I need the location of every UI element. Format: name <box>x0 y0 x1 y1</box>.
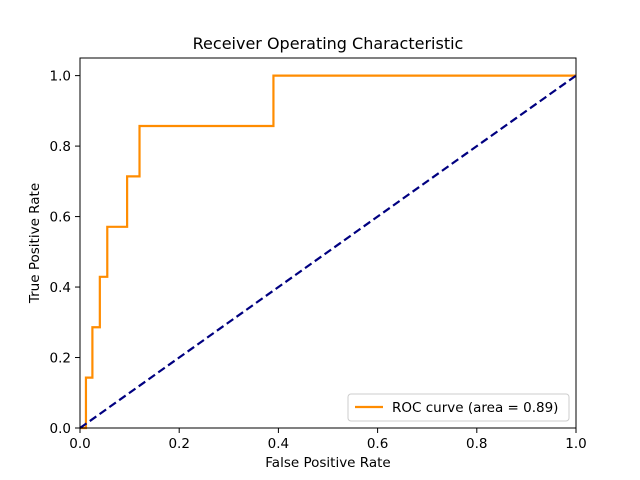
plot-background <box>80 58 576 428</box>
x-tick-label: 0.2 <box>168 436 189 452</box>
plot-frame <box>79 57 577 429</box>
x-tick-label: 0.4 <box>268 436 289 452</box>
y-tick-label: 1.0 <box>50 69 71 85</box>
plot-area <box>79 57 577 430</box>
y-axis-ticks: 0.0 0.2 0.4 0.6 0.8 1.0 <box>50 69 80 437</box>
x-tick-label: 0.8 <box>466 436 487 452</box>
x-axis-label: False Positive Rate <box>265 455 390 471</box>
x-axis-ticks: 0.0 0.2 0.4 0.6 0.8 1.0 <box>69 428 587 452</box>
x-tick-label: 1.0 <box>565 436 586 452</box>
y-tick-label: 0.8 <box>50 139 71 155</box>
y-tick-label: 0.0 <box>50 421 71 437</box>
chart-title: Receiver Operating Characteristic <box>193 34 464 53</box>
y-tick-label: 0.2 <box>50 351 71 367</box>
legend-box <box>347 393 570 422</box>
x-tick-label: 0.0 <box>69 436 90 452</box>
series-layer <box>79 74 577 430</box>
y-axis-label: True Positive Rate <box>27 183 43 304</box>
x-tick-label: 0.6 <box>367 436 388 452</box>
legend: ROC curve (area = 0.89) <box>347 393 570 422</box>
roc-curve-line <box>80 74 576 430</box>
legend-label: ROC curve (area = 0.89) <box>392 400 558 416</box>
y-tick-label: 0.6 <box>50 210 71 226</box>
diagonal-reference-line <box>79 74 577 429</box>
y-tick-label: 0.4 <box>50 280 71 296</box>
